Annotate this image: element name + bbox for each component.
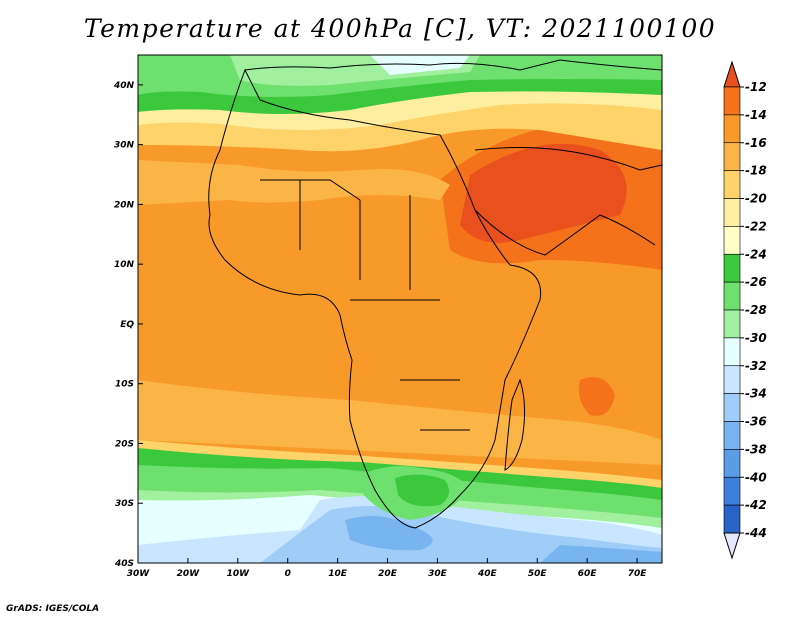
colorbar-label: -30 [745, 331, 767, 345]
colorbar-label: -36 [745, 415, 767, 429]
colorbar-segment [723, 393, 741, 422]
y-tick-label: 40N [113, 81, 135, 91]
colorbar-segment [723, 226, 741, 255]
colorbar-label: -18 [745, 164, 767, 178]
x-tick-label: 10E [328, 569, 348, 579]
temperature-field [138, 55, 662, 563]
colorbar-label: -28 [745, 303, 767, 317]
x-tick-label: 20W [177, 569, 201, 579]
colorbar-segment [723, 449, 741, 478]
x-tick-label: 60E [578, 569, 598, 579]
colorbar-segment [723, 170, 741, 199]
colorbar-segment [723, 281, 741, 311]
colorbar-segment [723, 309, 741, 339]
y-tick-label: 10N [114, 260, 135, 270]
colorbar-segment [723, 365, 741, 394]
coastlines [208, 59, 662, 529]
colorbar-label: -20 [745, 192, 767, 206]
colorbar-top-arrow [723, 60, 741, 88]
plot-frame [137, 54, 663, 564]
colorbar-label: -16 [745, 136, 767, 150]
y-tick-label: 40S [114, 559, 134, 569]
map-title: Temperature at 400hPa [C], VT: 202110010… [83, 14, 717, 43]
colorbar-segment [723, 476, 741, 506]
colorbar-label: -24 [745, 247, 767, 261]
colorbar-label: -42 [745, 498, 767, 512]
grads-credit: GrADS: IGES/COLA [6, 604, 100, 614]
colorbar-segment [723, 86, 741, 116]
y-tick-label: 30S [115, 499, 134, 509]
y-tick-label: 20N [114, 200, 135, 210]
x-tick-label: 20E [378, 569, 398, 579]
colorbar-label: -40 [745, 470, 767, 484]
y-tick-label: 10S [115, 380, 134, 390]
y-tick-label: EQ [120, 320, 134, 330]
x-axis-ticks: 30W 20W 10W 0 10E 20E 30E 40E 50E 60E 70E [127, 558, 647, 579]
colorbar-segment [723, 253, 741, 283]
x-tick-label: 30E [428, 569, 448, 579]
colorbar-label: -26 [745, 275, 767, 289]
colorbar-label: -38 [745, 442, 767, 456]
colorbar-segment [723, 337, 741, 367]
y-axis-ticks: 40N 30N 20N 10N EQ 10S 20S 30S 40S [113, 81, 143, 569]
colorbar-label: -12 [745, 80, 767, 94]
colorbar-segment [723, 421, 741, 450]
colorbar-label: -34 [745, 387, 767, 401]
colorbar-label: -22 [745, 219, 767, 233]
x-tick-label: 40E [477, 569, 498, 579]
colorbar-segment [723, 504, 741, 534]
y-tick-label: 30N [114, 141, 135, 151]
y-tick-label: 20S [115, 439, 134, 449]
colorbar-label: -44 [745, 526, 767, 540]
colorbar-segment [723, 142, 741, 171]
x-tick-label: 10W [227, 569, 251, 579]
colorbar-segment [723, 198, 741, 227]
x-tick-label: 70E [628, 569, 648, 579]
x-tick-label: 0 [285, 569, 291, 579]
colorbar-segment [723, 114, 741, 144]
colorbar-label: -32 [745, 359, 767, 373]
colorbar: -12 -14 -16 -18 -20 -22 -24 -26 -28 -30 -32 -34 -36 -… [723, 60, 767, 560]
x-tick-label: 30W [127, 569, 151, 579]
x-tick-label: 50E [528, 569, 548, 579]
colorbar-label: -14 [745, 108, 767, 122]
colorbar-bottom-arrow [723, 532, 741, 560]
